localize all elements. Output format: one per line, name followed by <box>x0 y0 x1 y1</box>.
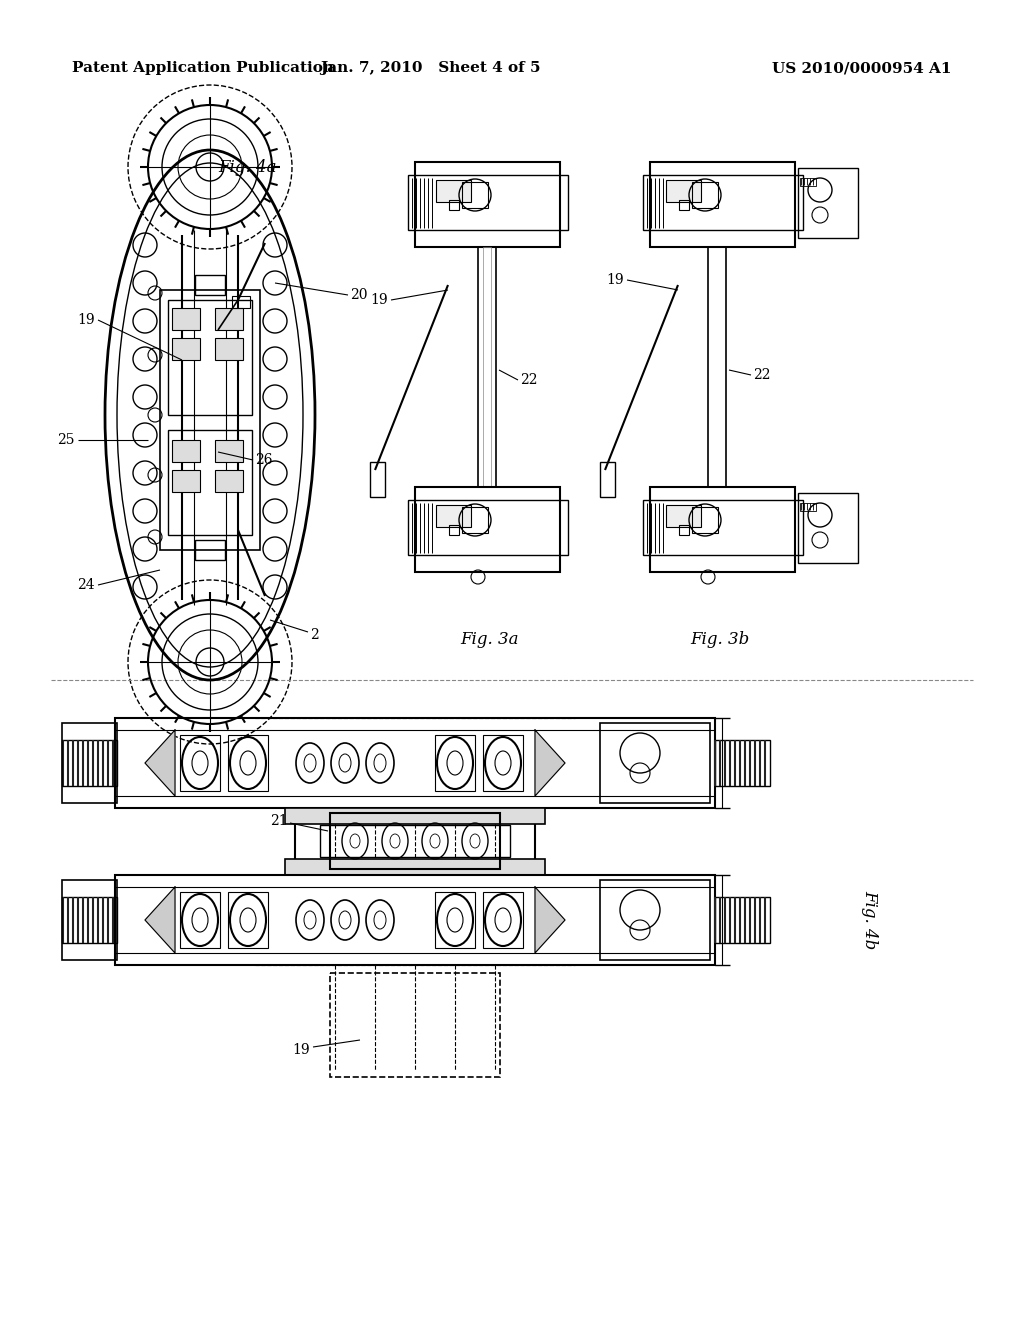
Bar <box>483 247 490 487</box>
Bar <box>215 308 243 330</box>
Bar <box>172 470 200 492</box>
Bar <box>228 735 268 791</box>
Bar <box>708 247 726 487</box>
Bar <box>435 735 475 791</box>
Bar <box>650 162 795 247</box>
Bar <box>228 892 268 948</box>
Bar <box>172 308 200 330</box>
Bar <box>800 178 816 186</box>
Polygon shape <box>535 887 565 953</box>
Polygon shape <box>145 730 175 796</box>
Bar <box>600 723 710 803</box>
Text: Fig. 3b: Fig. 3b <box>690 631 750 648</box>
Bar <box>195 540 225 560</box>
Bar <box>483 735 523 791</box>
Bar <box>115 875 715 965</box>
Bar <box>692 182 718 209</box>
Bar <box>643 500 803 554</box>
Bar <box>180 892 220 948</box>
Text: 20: 20 <box>350 288 368 302</box>
Bar <box>798 492 858 564</box>
Text: 19: 19 <box>78 313 95 327</box>
Polygon shape <box>535 730 565 796</box>
Text: 19: 19 <box>371 293 388 308</box>
Bar <box>62 723 117 803</box>
Text: 22: 22 <box>753 368 770 381</box>
Bar <box>666 506 701 527</box>
Text: 19: 19 <box>293 1043 310 1057</box>
Bar <box>478 247 496 487</box>
Polygon shape <box>145 887 175 953</box>
Bar <box>232 296 250 308</box>
Bar <box>679 525 689 535</box>
Bar <box>62 741 117 785</box>
Bar <box>408 176 568 230</box>
Bar <box>172 440 200 462</box>
Bar <box>415 162 560 247</box>
Bar <box>415 487 560 572</box>
Text: 24: 24 <box>78 578 95 591</box>
Text: 25: 25 <box>57 433 75 447</box>
Bar <box>215 470 243 492</box>
Text: 22: 22 <box>520 374 538 387</box>
Bar <box>715 898 770 942</box>
Bar <box>115 718 715 808</box>
Text: Fig. 4a: Fig. 4a <box>218 160 276 177</box>
Bar <box>435 892 475 948</box>
Text: Fig. 4b: Fig. 4b <box>861 891 879 949</box>
Bar <box>330 973 500 1077</box>
Bar <box>370 462 385 498</box>
Bar <box>180 735 220 791</box>
Bar <box>483 892 523 948</box>
Text: 19: 19 <box>606 273 624 286</box>
Bar <box>692 507 718 533</box>
Text: Fig. 3a: Fig. 3a <box>461 631 519 648</box>
Bar <box>715 741 770 785</box>
Text: US 2010/0000954 A1: US 2010/0000954 A1 <box>772 61 952 75</box>
Bar <box>449 525 459 535</box>
Bar <box>462 182 488 209</box>
Bar <box>800 503 816 511</box>
Text: Jan. 7, 2010   Sheet 4 of 5: Jan. 7, 2010 Sheet 4 of 5 <box>319 61 541 75</box>
Bar <box>408 500 568 554</box>
Bar <box>160 290 260 550</box>
Bar <box>195 275 225 294</box>
Bar <box>436 180 471 202</box>
Bar <box>285 859 545 875</box>
Bar <box>679 201 689 210</box>
Text: 21: 21 <box>270 814 288 828</box>
Bar <box>436 506 471 527</box>
Bar <box>600 462 615 498</box>
Bar <box>666 180 701 202</box>
Bar <box>600 880 710 960</box>
Bar <box>285 808 545 824</box>
Text: 26: 26 <box>255 453 272 467</box>
Bar <box>798 168 858 238</box>
Bar <box>650 487 795 572</box>
Bar <box>168 430 252 535</box>
Text: 2: 2 <box>310 628 318 642</box>
Bar <box>62 898 117 942</box>
Bar <box>215 440 243 462</box>
Text: Patent Application Publication: Patent Application Publication <box>72 61 334 75</box>
Bar <box>168 300 252 414</box>
Bar <box>172 338 200 360</box>
Bar <box>330 813 500 869</box>
Bar <box>449 201 459 210</box>
Bar <box>462 507 488 533</box>
Bar <box>62 880 117 960</box>
Bar <box>319 825 510 857</box>
Bar <box>643 176 803 230</box>
Bar <box>215 338 243 360</box>
